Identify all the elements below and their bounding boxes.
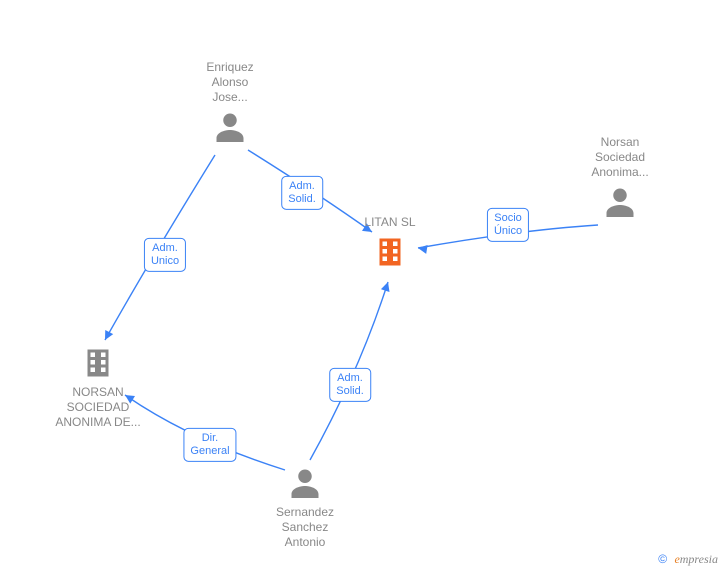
node-label: EnriquezAlonsoJose...: [160, 60, 300, 105]
node-label-line: Sanchez: [235, 520, 375, 535]
edge-badge-line: Adm.: [337, 372, 363, 384]
person-icon: [212, 109, 248, 145]
node-norsan_person[interactable]: NorsanSociedadAnonima...: [550, 135, 690, 220]
node-label-line: SOCIEDAD: [28, 400, 168, 415]
node-label: SernandezSanchezAntonio: [235, 505, 375, 550]
node-label-line: Enriquez: [160, 60, 300, 75]
node-enriquez[interactable]: EnriquezAlonsoJose...: [160, 60, 300, 145]
edge-badge-line: Adm.: [289, 180, 315, 192]
node-label-line: Norsan: [550, 135, 690, 150]
node-label-line: Anonima...: [550, 165, 690, 180]
node-label-line: NORSAN: [28, 385, 168, 400]
diagram-stage: EnriquezAlonsoJose... NorsanSociedadAnoni…: [0, 0, 728, 575]
building-icon: [372, 234, 408, 270]
node-label: LITAN SL: [320, 215, 460, 230]
node-norsan_company[interactable]: NORSANSOCIEDADANONIMA DE...: [28, 345, 168, 430]
edge-badge-e1: Adm. Unico: [144, 238, 186, 272]
node-label-line: Sociedad: [550, 150, 690, 165]
person-icon: [602, 184, 638, 220]
edge-badge-line: Único: [494, 225, 522, 237]
edge-arrowhead: [381, 282, 390, 292]
edge-badge-line: General: [190, 445, 229, 457]
edge-badge-line: Solid.: [288, 193, 316, 205]
edge-badge-line: Unico: [151, 255, 179, 267]
edge-badge-line: Socio: [494, 212, 522, 224]
node-sernandez[interactable]: SernandezSanchezAntonio: [235, 465, 375, 550]
edge-badge-e3: Socio Único: [487, 208, 529, 242]
edge-arrowhead: [105, 330, 113, 340]
node-label-line: Antonio: [235, 535, 375, 550]
building-icon: [80, 345, 116, 381]
node-label-line: ANONIMA DE...: [28, 415, 168, 430]
edge-badge-e5: Dir. General: [183, 428, 236, 462]
node-label-line: Alonso: [160, 75, 300, 90]
person-icon: [287, 465, 323, 501]
node-label-line: LITAN SL: [320, 215, 460, 230]
node-label-line: Jose...: [160, 90, 300, 105]
copyright-symbol: ©: [658, 552, 667, 566]
node-label-line: Sernandez: [235, 505, 375, 520]
node-litan[interactable]: LITAN SL: [320, 215, 460, 270]
node-label: NorsanSociedadAnonima...: [550, 135, 690, 180]
node-label: NORSANSOCIEDADANONIMA DE...: [28, 385, 168, 430]
edge-badge-line: Solid.: [336, 385, 364, 397]
edge-badge-line: Dir.: [202, 432, 219, 444]
brand-rest: mpresia: [680, 552, 718, 566]
edge-badge-line: Adm.: [152, 242, 178, 254]
edge-badge-e2: Adm. Solid.: [281, 176, 323, 210]
edge-badge-e4: Adm. Solid.: [329, 368, 371, 402]
footer-attribution: © empresia: [658, 552, 718, 567]
